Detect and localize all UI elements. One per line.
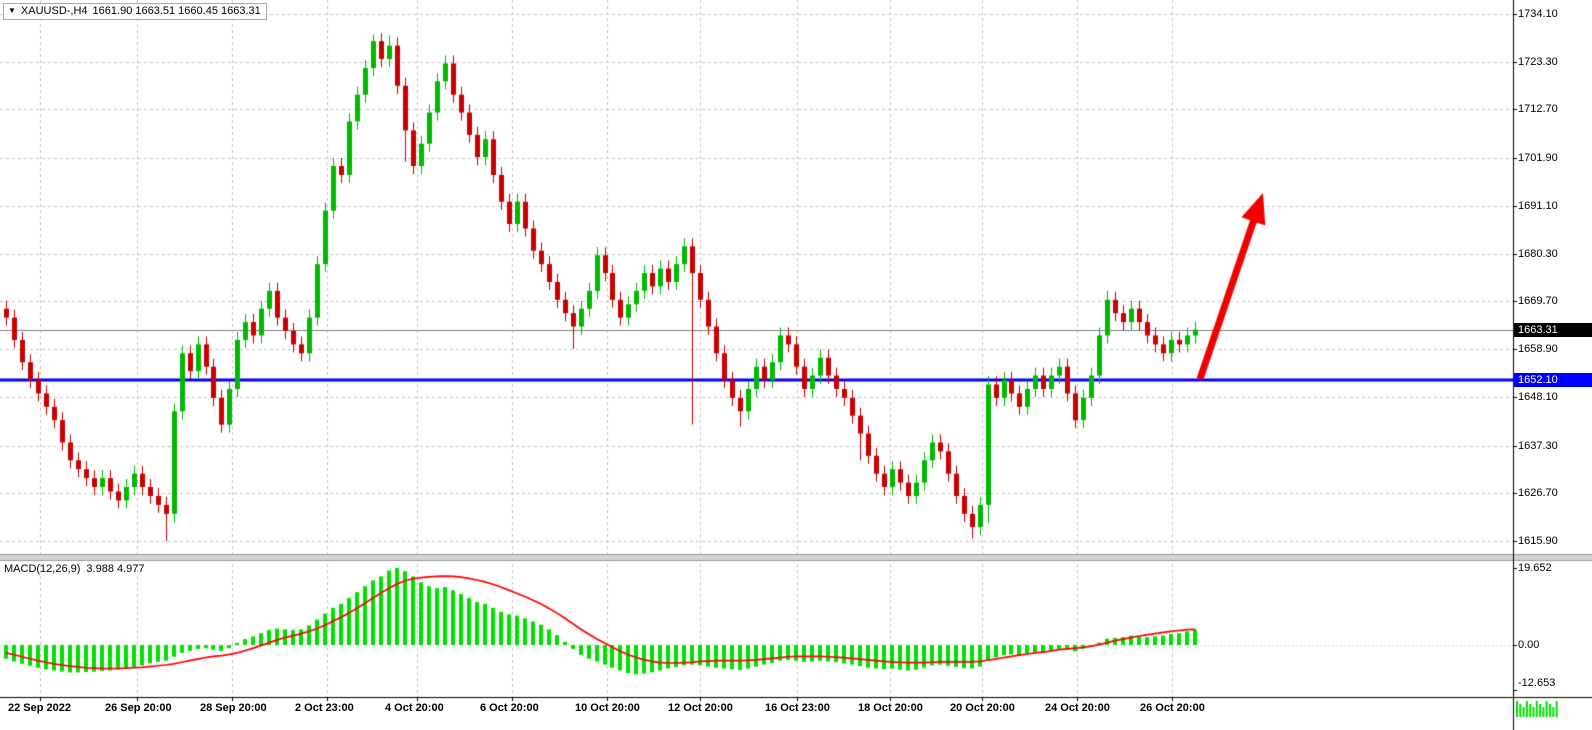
symbol-dropdown-icon[interactable]: ▼ <box>8 6 16 15</box>
time-axis-label: 16 Oct 23:00 <box>765 702 830 714</box>
time-axis-label: 4 Oct 20:00 <box>385 702 444 714</box>
macd-axis-label: 19.652 <box>1518 562 1552 574</box>
time-axis-label: 12 Oct 20:00 <box>668 702 733 714</box>
hline-price-badge: 1652.10 <box>1514 373 1592 387</box>
time-axis-label: 24 Oct 20:00 <box>1045 702 1110 714</box>
symbol-label: XAUUSD-,H4 <box>20 5 88 17</box>
price-axis-label: 1701.90 <box>1518 152 1558 164</box>
price-axis-label: 1637.30 <box>1518 440 1558 452</box>
ohlc-values: 1661.90 1663.51 1660.45 1663.31 <box>92 5 261 17</box>
price-axis-label: 1680.30 <box>1518 248 1558 260</box>
time-axis-label: 26 Sep 20:00 <box>105 702 172 714</box>
time-axis-label: 26 Oct 20:00 <box>1140 702 1205 714</box>
macd-values: 3.988 4.977 <box>86 563 145 575</box>
price-axis-label: 1626.70 <box>1518 487 1558 499</box>
price-axis-label: 1648.10 <box>1518 391 1558 403</box>
price-axis-label: 1658.90 <box>1518 343 1558 355</box>
macd-axis[interactable]: 19.652 0.00 -12.653 <box>1516 0 1592 730</box>
time-axis-label: 22 Sep 2022 <box>8 702 71 714</box>
time-axis-label: 6 Oct 20:00 <box>480 702 539 714</box>
price-axis-label: 1615.90 <box>1518 535 1558 547</box>
bid-price-badge: 1663.31 <box>1514 323 1592 337</box>
macd-axis-label: -12.653 <box>1518 677 1556 689</box>
chart-symbol-ohlc: ▼ XAUUSD-,H4 1661.90 1663.51 1660.45 166… <box>3 3 267 20</box>
macd-indicator-label: MACD(12,26,9) 3.988 4.977 <box>4 563 145 575</box>
price-axis-label: 1669.70 <box>1518 295 1558 307</box>
macd-axis-label: 0.00 <box>1518 639 1540 651</box>
price-axis-label: 1734.10 <box>1518 8 1558 20</box>
price-axis-label: 1712.70 <box>1518 103 1558 115</box>
price-axis-label: 1723.30 <box>1518 56 1558 68</box>
time-axis-label: 10 Oct 20:00 <box>575 702 640 714</box>
time-axis-label: 2 Oct 23:00 <box>295 702 354 714</box>
macd-name: MACD(12,26,9) <box>4 563 81 575</box>
time-axis-label: 18 Oct 20:00 <box>858 702 923 714</box>
price-axis-label: 1691.10 <box>1518 200 1558 212</box>
price-axis[interactable]: 1734.10 1723.30 1712.70 1701.90 1691.10 1680.… <box>1516 0 1592 697</box>
time-axis[interactable]: 22 Sep 2022 26 Sep 20:00 28 Sep 20:00 2 Oct… <box>0 698 1513 730</box>
time-axis-label: 20 Oct 20:00 <box>950 702 1015 714</box>
time-axis-label: 28 Sep 20:00 <box>200 702 267 714</box>
